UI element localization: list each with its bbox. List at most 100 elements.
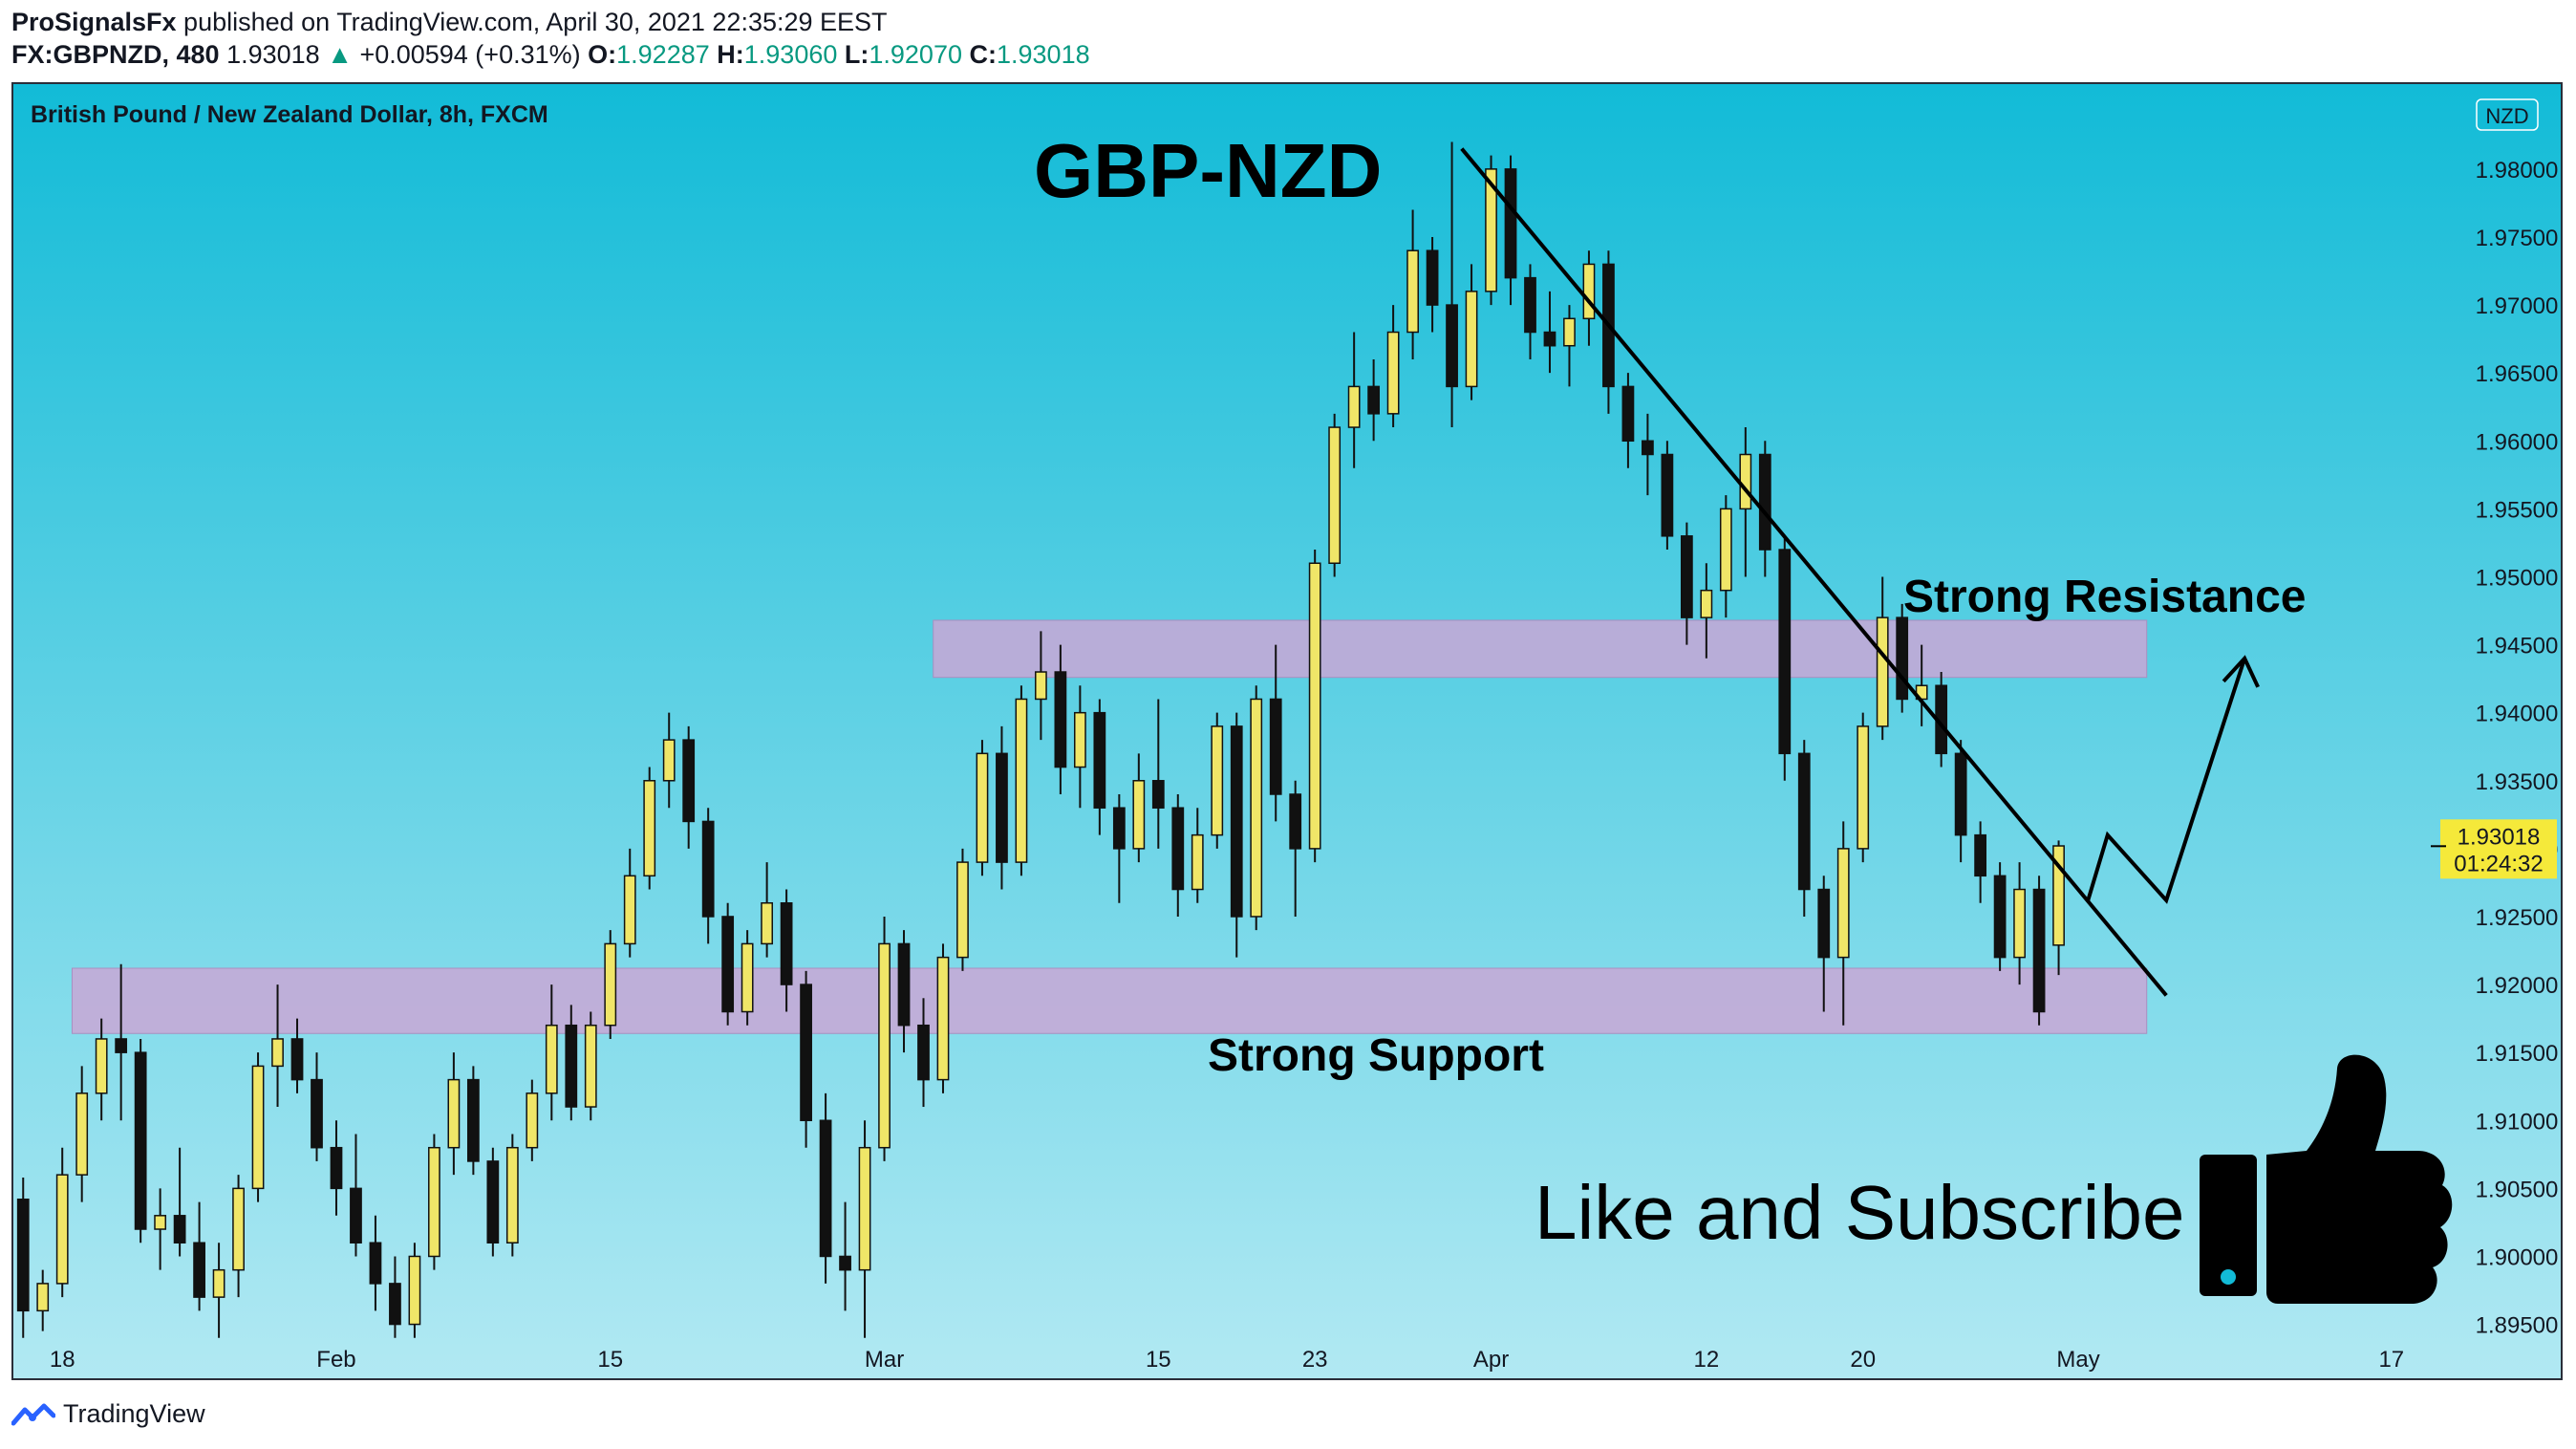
candle-body-down [1171, 807, 1185, 891]
x-tick-label: Feb [316, 1347, 355, 1373]
candle-body-up [1386, 331, 1400, 415]
low-label: L: [844, 40, 869, 69]
candle-body-down [819, 1119, 832, 1258]
candle-body-up [604, 942, 617, 1027]
candle [75, 1066, 89, 1202]
candle-body-up [1465, 291, 1478, 388]
candle-body-up [1132, 780, 1146, 850]
candle [1230, 712, 1243, 958]
candle [1289, 780, 1302, 917]
candle-body-up [154, 1215, 167, 1230]
candle-body-up [1719, 508, 1732, 592]
candle [897, 930, 911, 1053]
candle [115, 963, 128, 1121]
thumbs-up-icon[interactable] [2200, 1054, 2453, 1304]
chart-canvas[interactable]: 1.98000 1.97500 1.97000 1.96500 1.96000 1.955… [13, 84, 2563, 1380]
candle-body-up [936, 956, 950, 1081]
candle [36, 1269, 50, 1331]
candle-body-down [134, 1051, 147, 1230]
candle-body-down [1543, 331, 1556, 347]
candle-body-down [1524, 276, 1536, 334]
candle [1250, 685, 1263, 931]
candle [1642, 413, 1654, 496]
candle-body-down [193, 1242, 205, 1298]
y-tick-label: 1.95000 [2476, 565, 2559, 591]
candle-body-down [800, 984, 812, 1122]
low-value: 1.92070 [869, 40, 962, 69]
candle-body-down [1642, 440, 1654, 456]
footer-brand[interactable]: TradingView [11, 1399, 205, 1429]
support-zone[interactable] [71, 967, 2148, 1034]
candle-body-up [1836, 848, 1850, 959]
candle-body-up [878, 942, 891, 1149]
candle-body-down [1661, 453, 1674, 537]
candle [526, 1079, 539, 1161]
candle-body-up [1211, 725, 1224, 836]
candle [643, 767, 656, 890]
trendline[interactable] [1460, 147, 2168, 997]
candle-body-down [682, 739, 696, 823]
candle-body-up [251, 1065, 265, 1190]
resistance-zone[interactable] [933, 619, 2148, 679]
candle-body-up [55, 1174, 69, 1285]
author-name[interactable]: ProSignalsFx [11, 8, 177, 36]
y-tick-label: 1.94000 [2476, 702, 2559, 727]
candle-body-down [1621, 385, 1635, 443]
candle-body-up [956, 861, 969, 959]
candle-body-up [75, 1092, 89, 1176]
candle-body-down [1797, 752, 1811, 891]
candle [721, 902, 735, 1026]
candle-body-down [917, 1024, 930, 1081]
candle [996, 725, 1008, 890]
candle [1406, 209, 1419, 359]
candle [1151, 699, 1165, 849]
candle-body-down [350, 1187, 362, 1244]
candle-body-down [897, 942, 911, 1027]
ohlc-line: FX:GBPNZD, 480 1.93018 ▲ +0.00594 (+0.31… [11, 40, 1090, 70]
candle [2013, 862, 2026, 985]
x-tick-label: 20 [1850, 1347, 1876, 1373]
candle-body-up [1250, 698, 1263, 918]
chart-area[interactable]: 1.98000 1.97500 1.97000 1.96500 1.96000 1.955… [11, 82, 2563, 1380]
candle [1504, 155, 1517, 306]
candle-body-down [16, 1198, 30, 1312]
candle [1876, 576, 1889, 741]
candle [95, 1018, 108, 1121]
y-tick-label: 1.97500 [2476, 226, 2559, 251]
candle [16, 1177, 30, 1338]
candle [1680, 522, 1693, 645]
last-price-countdown: 01:24:32 [2454, 851, 2543, 876]
candle-body-down [1093, 711, 1106, 809]
candle-body-up [1035, 671, 1047, 701]
candle [389, 1256, 401, 1338]
candle-body-up [1857, 725, 1870, 850]
candle [1347, 332, 1361, 468]
candle [369, 1215, 382, 1311]
candle [1269, 644, 1282, 822]
projection-path[interactable] [2086, 658, 2247, 904]
currency-badge[interactable]: NZD [2476, 98, 2539, 131]
candle [1367, 358, 1381, 442]
candle [428, 1134, 440, 1270]
support-label: Strong Support [1208, 1030, 1544, 1081]
last-price-badge-box [2440, 819, 2557, 879]
candle-body-up [2013, 888, 2026, 959]
candle [1700, 563, 1713, 659]
candle-body-down [565, 1024, 578, 1108]
currency-badge-box [2476, 98, 2539, 131]
candle [1328, 413, 1342, 577]
x-tick-label: 23 [1302, 1347, 1328, 1373]
candle-body-up [1191, 833, 1204, 891]
candle [1857, 712, 1870, 863]
x-tick-label: 18 [50, 1347, 75, 1373]
published-text: published on TradingView.com, April 30, … [176, 8, 888, 36]
candle-body-up [545, 1024, 558, 1094]
candle-body-up [2052, 845, 2065, 946]
candle-body-up [1563, 317, 1576, 347]
candle-body-up [1328, 426, 1342, 565]
y-tick-label: 1.91000 [2476, 1109, 2559, 1135]
candle [1426, 236, 1439, 333]
candle-body-up [1876, 616, 1889, 727]
candle [1758, 441, 1771, 577]
candle [350, 1134, 362, 1257]
